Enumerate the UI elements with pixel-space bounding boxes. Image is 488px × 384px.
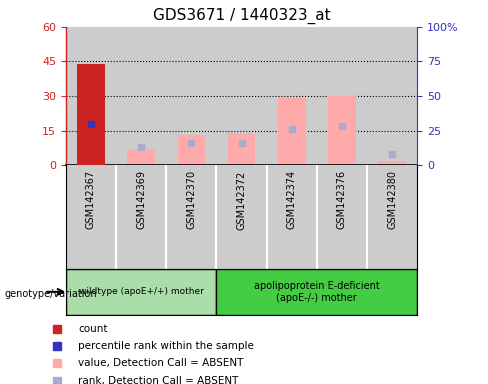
Bar bbox=[166, 165, 217, 269]
Text: wildtype (apoE+/+) mother: wildtype (apoE+/+) mother bbox=[79, 287, 203, 296]
Text: apolipoprotein E-deficient
(apoE-/-) mother: apolipoprotein E-deficient (apoE-/-) mot… bbox=[254, 281, 380, 303]
Bar bbox=[266, 165, 317, 269]
Bar bbox=[317, 27, 367, 165]
Bar bbox=[66, 269, 217, 315]
Bar bbox=[367, 27, 417, 165]
Bar bbox=[116, 27, 166, 165]
Text: GSM142376: GSM142376 bbox=[337, 170, 347, 229]
Bar bbox=[317, 165, 367, 269]
Text: GSM142370: GSM142370 bbox=[186, 170, 196, 229]
Bar bbox=[77, 64, 105, 165]
Bar bbox=[367, 165, 417, 269]
Bar bbox=[278, 98, 305, 165]
Bar bbox=[228, 133, 255, 165]
Text: GSM142369: GSM142369 bbox=[136, 170, 146, 229]
Bar bbox=[116, 165, 166, 269]
Bar bbox=[166, 27, 217, 165]
Text: GSM142374: GSM142374 bbox=[287, 170, 297, 229]
Bar bbox=[217, 269, 417, 315]
Bar bbox=[378, 161, 406, 165]
Text: rank, Detection Call = ABSENT: rank, Detection Call = ABSENT bbox=[78, 376, 239, 384]
Text: genotype/variation: genotype/variation bbox=[5, 289, 98, 299]
Bar bbox=[266, 27, 317, 165]
Bar bbox=[217, 165, 266, 269]
Text: value, Detection Call = ABSENT: value, Detection Call = ABSENT bbox=[78, 358, 244, 368]
Bar bbox=[217, 27, 266, 165]
Bar bbox=[66, 165, 116, 269]
Bar bbox=[127, 149, 155, 165]
Bar bbox=[328, 96, 356, 165]
Text: GSM142367: GSM142367 bbox=[86, 170, 96, 229]
Text: percentile rank within the sample: percentile rank within the sample bbox=[78, 341, 254, 351]
Title: GDS3671 / 1440323_at: GDS3671 / 1440323_at bbox=[153, 8, 330, 24]
Bar bbox=[178, 135, 205, 165]
Bar bbox=[66, 27, 116, 165]
Text: GSM142380: GSM142380 bbox=[387, 170, 397, 229]
Text: GSM142372: GSM142372 bbox=[237, 170, 246, 230]
Text: count: count bbox=[78, 324, 108, 334]
